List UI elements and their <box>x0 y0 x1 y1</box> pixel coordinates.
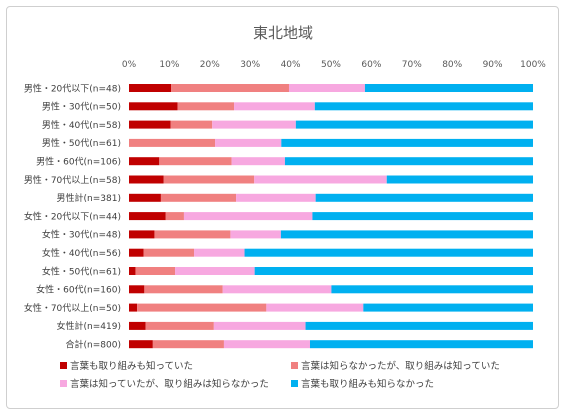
x-tick-label: 40% <box>281 60 301 70</box>
bar-segment <box>266 303 364 312</box>
category-label: 男性・30代(n=50) <box>42 101 121 113</box>
bar-segment <box>129 193 161 202</box>
x-axis-ticks: 0% 10% 20% 30% 40% 50% 60% 70% 80% 90% 100% <box>122 60 546 70</box>
bar-segment <box>213 321 306 330</box>
bar-segment <box>363 303 533 312</box>
x-tick-label: 10% <box>159 60 179 70</box>
bar-segment <box>183 212 313 221</box>
bar-segment <box>129 340 153 349</box>
bar-segment <box>234 102 315 111</box>
bar-segment <box>137 303 267 312</box>
bar-segment <box>231 157 285 166</box>
bar-segment <box>129 102 178 111</box>
category-label: 女性計(n=419) <box>57 320 121 332</box>
bar-segment <box>129 175 164 184</box>
legend-label: 言葉は知らなかったが、取り組みは知っていた <box>301 360 500 372</box>
legend-swatch <box>60 362 67 369</box>
bar-segment <box>312 212 533 221</box>
bar-segment <box>281 138 533 147</box>
bar-segment <box>280 230 533 239</box>
bar-segment <box>129 157 160 166</box>
legend-swatch <box>60 380 67 387</box>
bar-segment <box>295 120 533 129</box>
bar-segment <box>129 285 145 294</box>
category-labels: 男性・20代以下(n=48) 男性・30代(n=50) 男性・40代(n=58) 男性… <box>24 82 121 350</box>
category-label: 男性計(n=381) <box>57 192 121 204</box>
x-tick-label: 30% <box>240 60 260 70</box>
bar-segment <box>305 321 533 330</box>
legend-swatch <box>291 362 298 369</box>
bar-segment <box>144 285 223 294</box>
bar-segment <box>331 285 533 294</box>
bar-segment <box>314 102 533 111</box>
bar-segment <box>160 193 237 202</box>
x-tick-label: 80% <box>442 60 462 70</box>
category-label: 女性・20代以下(n=44) <box>24 210 121 222</box>
bar-segment <box>129 267 136 275</box>
bar-segment <box>170 120 213 129</box>
bar-segment <box>165 212 184 221</box>
x-tick-label: 90% <box>483 60 503 70</box>
bar-segment <box>288 84 365 92</box>
bar-segment <box>212 120 296 129</box>
bar-segment <box>284 157 533 166</box>
bar-segment <box>129 230 155 239</box>
bars <box>129 84 534 349</box>
bar-segment <box>135 267 176 275</box>
bar-segment <box>215 138 282 147</box>
bar-segment <box>129 321 146 330</box>
bar-segment <box>171 84 289 92</box>
bar-segment <box>129 248 144 257</box>
bar-segment <box>230 230 281 239</box>
bar-segment <box>145 321 214 330</box>
bar-segment <box>159 157 232 166</box>
category-label: 女性・30代(n=48) <box>42 229 121 241</box>
bar-segment <box>254 175 387 184</box>
bar-segment <box>315 193 533 202</box>
x-tick-label: 100% <box>520 60 546 70</box>
category-label: 男性・20代以下(n=48) <box>24 82 121 94</box>
bar-segment <box>222 285 332 294</box>
bar-segment <box>194 248 245 257</box>
bar-segment <box>129 84 172 92</box>
legend-label: 言葉も取り組みも知らなかった <box>301 378 434 390</box>
bar-segment <box>163 175 255 184</box>
legend-label: 言葉も取り組みも知っていた <box>70 360 193 372</box>
bar-segment <box>244 248 533 257</box>
bar-segment <box>364 84 533 92</box>
category-label: 男性・50代(n=61) <box>42 137 121 149</box>
x-tick-label: 0% <box>122 60 137 70</box>
legend-label: 言葉は知っていたが、取り組みは知らなかった <box>70 378 269 390</box>
category-label: 女性・50代(n=61) <box>42 265 121 277</box>
bar-segment <box>129 120 171 129</box>
bar-segment <box>223 340 310 349</box>
category-label: 女性・40代(n=56) <box>42 247 121 259</box>
legend-swatch <box>291 380 298 387</box>
bar-segment <box>143 248 195 257</box>
bar-segment <box>129 138 216 147</box>
legend: 言葉も取り組みも知っていた 言葉は知らなかったが、取り組みは知っていた言葉は知って… <box>60 360 500 390</box>
bar-segment <box>154 230 231 239</box>
bar-segment <box>386 175 533 184</box>
bar-segment <box>254 267 534 275</box>
x-tick-label: 20% <box>200 60 220 70</box>
x-tick-label: 50% <box>321 60 341 70</box>
bar-segment <box>129 303 138 312</box>
bar-segment <box>152 340 224 349</box>
chart-title: 東北地域 <box>253 24 313 42</box>
bar-segment <box>129 212 166 221</box>
category-label: 合計(n=800) <box>66 339 121 351</box>
category-label: 男性・70代以上(n=58) <box>24 174 121 186</box>
category-label: 女性・60代(n=160) <box>36 284 121 296</box>
category-label: 男性・60代(n=106) <box>36 156 121 168</box>
bar-segment <box>236 193 316 202</box>
x-tick-label: 60% <box>361 60 381 70</box>
bar-segment <box>175 267 255 275</box>
bar-segment <box>177 102 235 111</box>
bar-segment <box>309 340 533 349</box>
category-label: 男性・40代(n=58) <box>42 119 121 131</box>
x-tick-label: 70% <box>402 60 422 70</box>
category-label: 女性・70代以上(n=50) <box>24 302 121 314</box>
